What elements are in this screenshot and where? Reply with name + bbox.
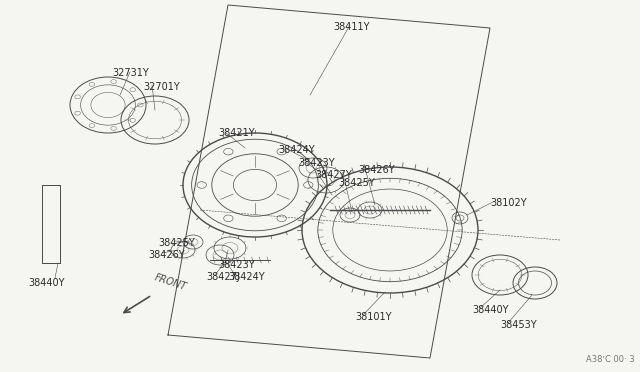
Text: 38423Y: 38423Y [218,260,255,270]
Text: 38101Y: 38101Y [355,312,392,322]
Text: 38421Y: 38421Y [218,128,255,138]
Text: 38440Y: 38440Y [472,305,509,315]
Text: 32731Y: 32731Y [112,68,148,78]
Text: 38440Y: 38440Y [28,278,65,288]
Text: 38424Y: 38424Y [228,272,264,282]
Text: 38423Y: 38423Y [298,158,335,168]
Bar [42,185,60,263]
Text: 38427J: 38427J [206,272,240,282]
Text: 38426Y: 38426Y [358,165,395,175]
Text: 38424Y: 38424Y [278,145,315,155]
Text: 38411Y: 38411Y [333,22,369,32]
Text: 38102Y: 38102Y [490,198,527,208]
Text: 38425Y: 38425Y [158,238,195,248]
Text: FRONT: FRONT [153,272,188,292]
Text: 38426Y: 38426Y [148,250,184,260]
Text: A38ʼC 00· 3: A38ʼC 00· 3 [586,355,635,364]
Text: 38453Y: 38453Y [500,320,536,330]
Text: 32701Y: 32701Y [143,82,180,92]
Text: 38427Y: 38427Y [315,170,352,180]
Text: 38425Y: 38425Y [338,178,375,188]
